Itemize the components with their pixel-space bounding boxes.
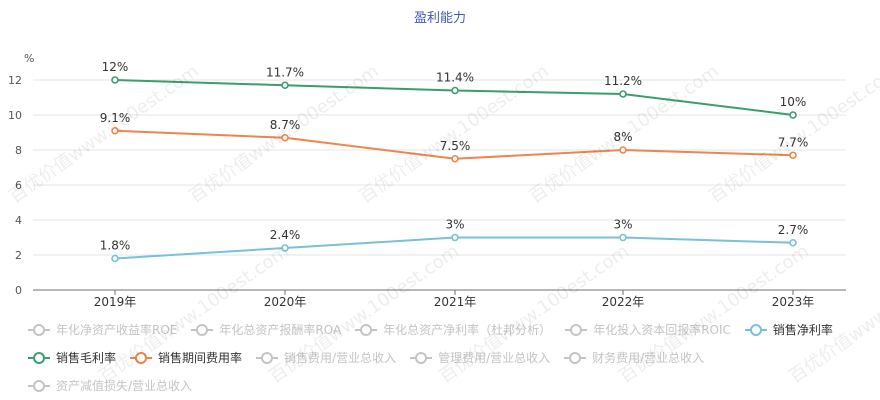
- legend-item[interactable]: 销售毛利率: [28, 344, 116, 372]
- data-label: 3%: [445, 218, 464, 232]
- data-point[interactable]: [451, 86, 459, 95]
- legend-marker-icon: [28, 380, 50, 392]
- x-tick-label: 2023年: [772, 295, 815, 309]
- x-tick-label: 2022年: [602, 295, 645, 309]
- x-tick-label: 2020年: [264, 295, 307, 309]
- data-label: 8%: [613, 130, 632, 144]
- data-label: 11.4%: [436, 71, 474, 85]
- series: 12% 11.7% 11.4% 11.2% 10% 9.1% 8.7% 7.5% 8% 7.7% 1…: [100, 60, 809, 263]
- data-label: 7.5%: [440, 139, 471, 153]
- y-tick-label: 10: [8, 109, 22, 122]
- legend-marker-icon: [355, 324, 378, 336]
- data-point[interactable]: [451, 233, 459, 242]
- axes: 0 2 4 6 8 10 12 2019年 2020年 2021年 2022年 2023年: [8, 74, 846, 309]
- legend-item[interactable]: 管理费用/营业总收入: [410, 344, 550, 372]
- legend-item[interactable]: 销售费用/营业总收入: [256, 344, 396, 372]
- chart-title: 盈利能力: [414, 11, 466, 26]
- legend-marker-icon: [256, 352, 279, 364]
- legend-item[interactable]: 销售净利率: [744, 316, 833, 344]
- data-label: 11.2%: [604, 74, 642, 88]
- data-point[interactable]: [281, 133, 289, 142]
- legend-marker-icon: [130, 352, 153, 364]
- data-label: 10%: [780, 95, 807, 109]
- legend-marker-icon: [28, 352, 50, 364]
- grid: [33, 79, 846, 256]
- legend-item[interactable]: 财务费用/营业总收入: [564, 344, 704, 372]
- legend-marker-icon: [564, 352, 587, 364]
- y-tick-label: 4: [15, 214, 22, 227]
- legend-item[interactable]: 销售期间费用率: [130, 344, 242, 372]
- data-label: 7.7%: [778, 135, 809, 149]
- data-point[interactable]: [111, 254, 119, 263]
- data-point[interactable]: [111, 76, 119, 84]
- data-point[interactable]: [619, 146, 627, 154]
- data-point[interactable]: [789, 238, 797, 247]
- chart-area: 盈利能力 % 0 2 4 6 8 10 12 2019年 2020年 2021年 2022年 2023…: [8, 11, 846, 309]
- series-0: 12% 11.7% 11.4% 11.2% 10%: [102, 60, 807, 119]
- data-point[interactable]: [619, 90, 627, 98]
- x-tick-label: 2021年: [434, 295, 477, 309]
- y-tick-label: 8: [15, 144, 22, 157]
- legend-item[interactable]: 年化总资产净利率（杜邦分析）: [355, 316, 551, 344]
- data-point[interactable]: [281, 244, 289, 252]
- data-point[interactable]: [111, 126, 119, 135]
- data-label: 2.7%: [778, 223, 809, 237]
- legend-item[interactable]: 资产减值损失/营业总收入: [28, 372, 192, 400]
- y-unit-label: %: [24, 52, 34, 65]
- data-label: 8.7%: [270, 118, 301, 132]
- series-1: 9.1% 8.7% 7.5% 8% 7.7%: [100, 111, 809, 163]
- data-label: 2.4%: [270, 228, 301, 242]
- data-point[interactable]: [451, 154, 459, 163]
- data-label: 1.8%: [100, 239, 131, 253]
- data-label: 9.1%: [100, 111, 131, 125]
- y-tick-label: 12: [8, 74, 22, 87]
- series-line: [114, 79, 794, 116]
- series-2: 1.8% 2.4% 3% 3% 2.7%: [100, 218, 809, 263]
- legend-marker-icon: [191, 324, 214, 336]
- legend-item[interactable]: 年化净资产收益率ROE: [28, 316, 177, 344]
- data-point[interactable]: [789, 111, 797, 119]
- y-tick-label: 6: [15, 179, 22, 192]
- legend-marker-icon: [744, 324, 767, 336]
- legend-item[interactable]: 年化投入资本回报率ROIC: [565, 316, 731, 344]
- data-point[interactable]: [789, 151, 797, 160]
- x-tick-label: 2019年: [94, 295, 137, 309]
- legend-marker-icon: [28, 324, 50, 336]
- data-point[interactable]: [281, 81, 289, 90]
- data-label: 3%: [613, 218, 632, 232]
- legend-marker-icon: [410, 352, 433, 364]
- legend-marker-icon: [565, 324, 588, 336]
- data-point[interactable]: [619, 233, 627, 242]
- data-label: 12%: [102, 60, 129, 74]
- legend-item[interactable]: 年化总资产报酬率ROA: [191, 316, 341, 344]
- data-label: 11.7%: [266, 65, 304, 79]
- y-tick-label: 0: [15, 284, 22, 297]
- y-tick-label: 2: [15, 249, 22, 262]
- legend: 年化净资产收益率ROE 年化总资产报酬率ROA 年化总资产净利率（杜邦分析） 年化投入…: [28, 316, 876, 400]
